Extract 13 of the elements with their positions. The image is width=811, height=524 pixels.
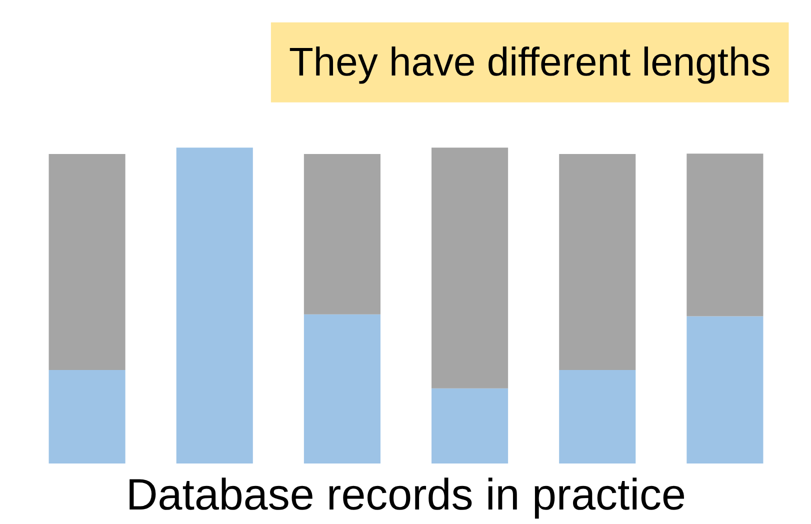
bar [432,388,508,464]
bar [48,154,126,370]
bar [176,148,253,464]
text: Database records in practice [126,470,686,520]
bar [686,154,764,316]
text: They have different lengths [288,40,771,84]
bar [304,314,380,464]
bar [559,370,636,464]
bar [432,148,508,388]
bar [48,370,126,464]
bar [304,154,380,314]
bar [559,154,636,370]
bar [686,316,764,464]
